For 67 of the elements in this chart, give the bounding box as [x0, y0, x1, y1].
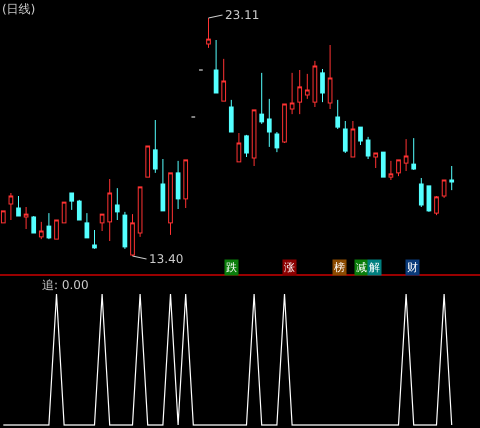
candlestick	[259, 72, 264, 124]
candlestick	[54, 219, 59, 240]
text: 涨	[284, 261, 295, 274]
candlestick	[114, 188, 120, 220]
candlestick	[76, 199, 82, 220]
candlestick	[236, 132, 242, 162]
candlestick	[176, 160, 180, 210]
candlestick	[160, 158, 166, 212]
candlestick	[411, 138, 416, 170]
candlestick	[138, 186, 142, 238]
chart-title: (日线)	[2, 2, 36, 16]
candlestick	[214, 40, 218, 94]
candlestick	[31, 216, 36, 234]
candlestick	[328, 44, 332, 110]
candlestick	[358, 126, 363, 146]
candlestick	[380, 152, 386, 178]
candlestick	[404, 138, 408, 172]
candlestick	[168, 172, 173, 236]
candlestick	[434, 195, 439, 216]
candlestick	[396, 159, 401, 177]
candlestick	[373, 152, 378, 169]
candlestick	[152, 119, 158, 174]
candlestick	[46, 212, 52, 240]
candlestick	[297, 69, 302, 115]
candlestick	[335, 99, 340, 130]
candlestick	[183, 159, 188, 208]
candlestick	[442, 180, 446, 198]
text: 榜	[334, 261, 345, 274]
candlestick	[38, 221, 44, 240]
candlestick	[16, 195, 21, 217]
candlestick	[130, 214, 135, 256]
chart-title: 追: 0.00	[42, 278, 89, 292]
candlestick	[69, 192, 74, 210]
candlestick	[320, 68, 325, 103]
candlestick	[426, 185, 432, 212]
candlestick	[8, 192, 14, 220]
candlestick	[145, 145, 150, 178]
candlestick	[92, 230, 97, 250]
candlestick	[290, 72, 294, 115]
text: 解	[369, 261, 380, 274]
candlestick	[228, 99, 234, 132]
text: 财	[407, 261, 418, 274]
candlestick	[24, 206, 28, 230]
candlestick	[388, 160, 394, 181]
text: 减	[356, 261, 367, 274]
candlestick	[274, 131, 280, 153]
candlestick	[84, 212, 90, 238]
candlestick	[107, 178, 112, 242]
annotation: 13.40	[149, 252, 184, 266]
candlestick	[366, 136, 370, 160]
candlestick	[122, 211, 128, 250]
candlestick	[252, 109, 256, 167]
candlestick	[244, 134, 249, 158]
candlestick	[449, 166, 454, 191]
candlestick	[418, 178, 424, 208]
text: 跌	[226, 261, 237, 274]
candlestick	[221, 58, 226, 102]
candlestick	[350, 120, 356, 158]
candlestick	[304, 73, 310, 100]
candlestick	[100, 214, 104, 232]
candlestick	[62, 202, 66, 224]
candlestick	[266, 98, 272, 148]
candlestick	[312, 60, 318, 108]
annotation: 23.11	[225, 8, 260, 22]
candlestick	[282, 104, 287, 144]
candlestick	[206, 18, 211, 48]
candlestick	[342, 120, 348, 154]
